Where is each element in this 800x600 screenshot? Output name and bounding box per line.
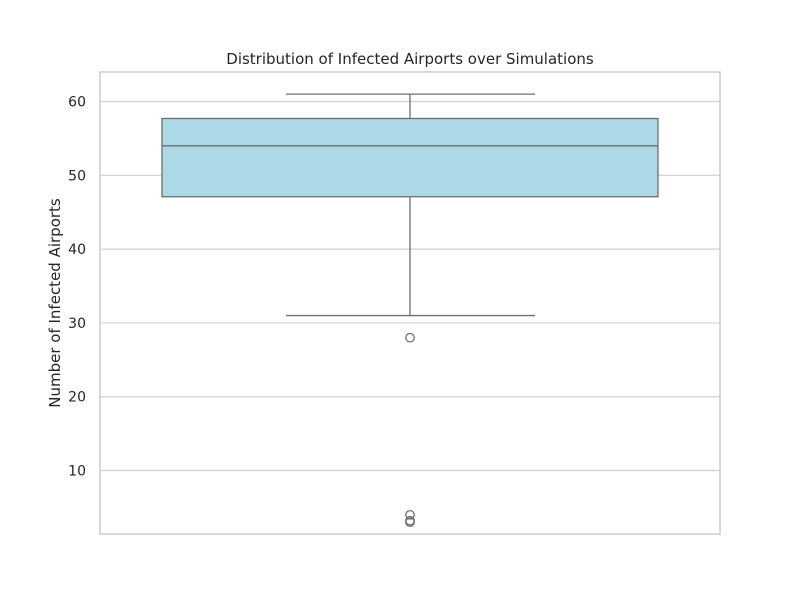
iqr-box xyxy=(161,117,659,198)
y-tick-label: 60 xyxy=(68,95,86,111)
box-plot xyxy=(161,93,659,528)
y-tick-label: 10 xyxy=(68,464,86,480)
y-tick-label: 30 xyxy=(68,316,86,332)
outlier-point xyxy=(405,517,415,528)
outlier-point xyxy=(405,332,415,343)
y-tick-labels: 10 20 30 40 50 60 xyxy=(68,95,86,480)
y-tick-label: 40 xyxy=(68,242,86,258)
y-tick-label: 20 xyxy=(68,390,86,406)
outlier-point xyxy=(405,509,415,520)
y-tick-label: 50 xyxy=(68,168,86,184)
plot-frame xyxy=(99,71,721,535)
chart-title: Distribution of Infected Airports over S… xyxy=(226,50,594,68)
y-axis-label: Number of Infected Airports xyxy=(46,198,64,408)
